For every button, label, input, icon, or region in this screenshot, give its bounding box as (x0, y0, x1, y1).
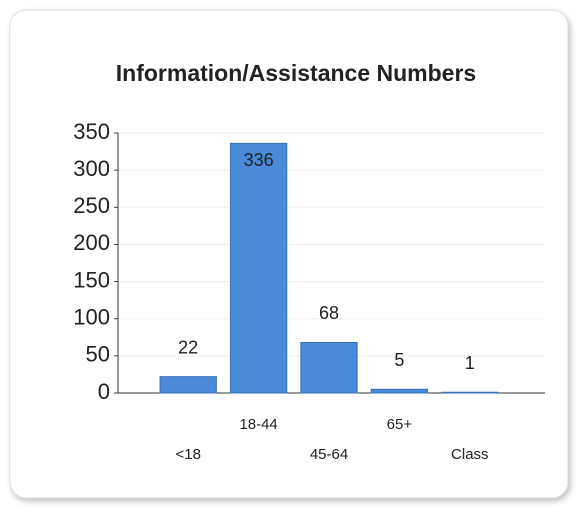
x-tick-label: Class (451, 446, 489, 463)
bar (300, 341, 358, 394)
x-tick-label: 18-44 (239, 416, 277, 433)
y-tick-label: 250 (73, 193, 110, 218)
bar (159, 376, 217, 394)
bar (229, 142, 288, 394)
y-tick-label: 100 (73, 305, 110, 330)
data-label: 1 (465, 353, 475, 373)
y-tick-label: 150 (73, 267, 110, 292)
data-label: 5 (394, 350, 404, 370)
chart-frame (9, 9, 569, 499)
bar (370, 388, 429, 394)
data-label: 336 (244, 150, 274, 170)
x-tick-label: 45-64 (310, 446, 348, 463)
data-label: 68 (319, 303, 339, 323)
chart-title: Information/Assistance Numbers (116, 60, 476, 86)
y-tick-label: 200 (73, 230, 110, 255)
y-tick-label: 350 (73, 119, 110, 144)
x-tick-label: <18 (175, 446, 200, 463)
y-tick-label: 0 (98, 379, 110, 404)
data-label: 22 (178, 337, 198, 357)
y-tick-label: 50 (86, 342, 110, 367)
x-tick-label: 65+ (387, 416, 413, 433)
y-tick-label: 300 (73, 156, 110, 181)
bar (441, 391, 499, 394)
